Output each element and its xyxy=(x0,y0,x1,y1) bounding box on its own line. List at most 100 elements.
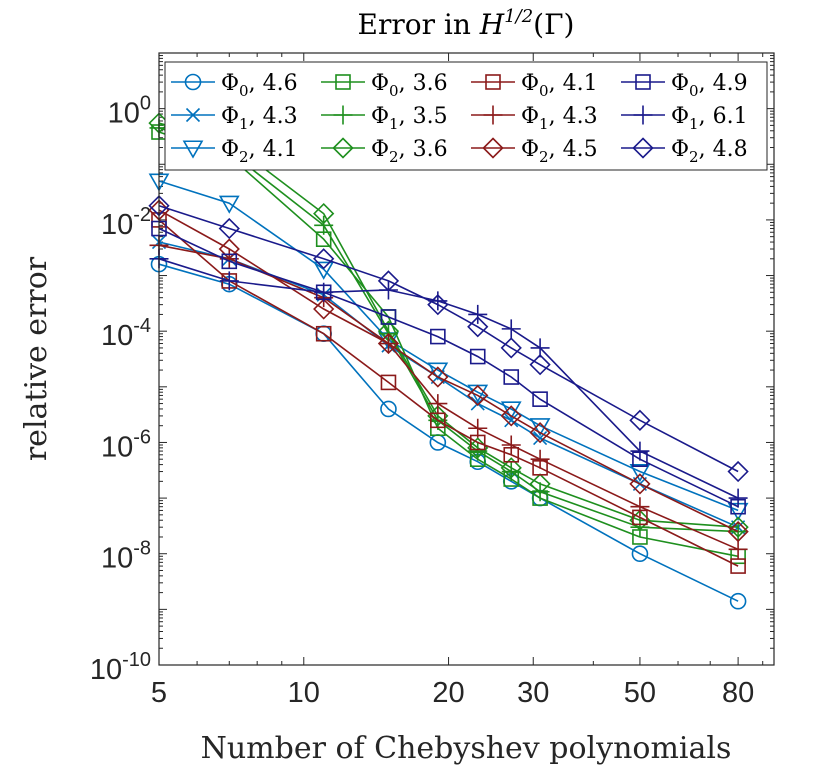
legend-entry: Φ2, 4.8 xyxy=(621,137,748,166)
legend-label: Φ1, 6.1 xyxy=(671,104,748,133)
data-point xyxy=(313,202,335,225)
series-line xyxy=(158,180,739,512)
data-point xyxy=(469,348,486,365)
legend-marker xyxy=(185,107,201,123)
series-line xyxy=(158,258,739,499)
y-tick-base: 10 xyxy=(101,543,133,575)
legend-phi: Φ xyxy=(521,71,539,96)
legend-phi: Φ xyxy=(221,137,239,162)
legend-phi: Φ xyxy=(671,137,689,162)
data-point xyxy=(467,316,489,338)
series-line xyxy=(158,131,739,558)
series-6 xyxy=(151,212,746,574)
legend-rate: , 4.8 xyxy=(699,137,748,162)
y-tick-base: 10 xyxy=(108,98,140,130)
x-axis-label: Number of Chebyshev polynomials xyxy=(201,731,732,766)
legend-marker xyxy=(633,105,653,125)
data-point xyxy=(727,460,749,483)
series-line xyxy=(158,204,739,473)
data-point xyxy=(629,409,651,431)
y-tick-label: 10-6 xyxy=(101,426,151,463)
legend-label: Φ1, 4.3 xyxy=(221,104,298,133)
data-point xyxy=(503,369,520,385)
legend-sub: 2 xyxy=(389,148,399,166)
legend-rate: , 4.1 xyxy=(249,137,298,162)
legend-rate: , 3.6 xyxy=(399,71,448,96)
legend-phi: Φ xyxy=(371,71,389,96)
data-point xyxy=(730,558,746,574)
legend-entry: Φ1, 6.1 xyxy=(621,104,748,133)
data-point xyxy=(629,463,651,483)
legend-marker xyxy=(335,74,351,90)
data-point xyxy=(500,337,522,359)
x-tick-label: 80 xyxy=(722,677,754,709)
data-point xyxy=(728,539,748,559)
legend-sub: 0 xyxy=(239,82,249,100)
legend: Φ0, 4.6Φ1, 4.3Φ2, 4.1Φ0, 3.6Φ1, 3.5Φ2, 3… xyxy=(164,61,768,171)
legend-marker xyxy=(184,73,202,91)
legend-label: Φ0, 4.6 xyxy=(221,71,298,100)
data-point xyxy=(727,520,749,543)
legend-rate: , 4.1 xyxy=(549,71,598,96)
data-point xyxy=(315,325,332,342)
data-point xyxy=(728,488,748,508)
legend-phi: Φ xyxy=(221,71,239,96)
legend-entry: Φ2, 4.5 xyxy=(471,137,598,166)
legend-entry: Φ1, 4.3 xyxy=(471,104,598,133)
legend-label: Φ0, 4.1 xyxy=(521,71,598,100)
legend-marker xyxy=(632,137,654,159)
data-point xyxy=(218,217,240,240)
legend-phi: Φ xyxy=(521,137,539,162)
data-point xyxy=(529,422,551,444)
data-point xyxy=(380,309,397,325)
legend-sub: 0 xyxy=(689,82,699,100)
y-tick-exponent: -10 xyxy=(122,649,151,671)
data-point xyxy=(630,497,650,517)
legend-sub: 2 xyxy=(239,148,249,166)
legend-sub: 1 xyxy=(539,115,549,133)
legend-phi: Φ xyxy=(371,104,389,129)
legend-label: Φ1, 4.3 xyxy=(521,104,598,133)
y-tick-label: 100 xyxy=(108,93,151,130)
series-line xyxy=(158,227,739,508)
series-10 xyxy=(149,249,748,508)
legend-sub: 2 xyxy=(539,148,549,166)
data-point xyxy=(629,473,651,495)
data-point xyxy=(504,413,519,428)
data-point xyxy=(221,253,238,270)
y-tick-base: 10 xyxy=(101,320,133,352)
series-line xyxy=(158,219,739,567)
y-tick-exponent: -4 xyxy=(133,315,151,337)
data-point xyxy=(377,332,400,355)
legend-phi: Φ xyxy=(521,104,539,129)
data-point xyxy=(529,354,551,376)
legend-entry: Φ0, 3.6 xyxy=(321,71,448,100)
chart-title: Error in H1/2(Γ) xyxy=(358,6,575,41)
legend-entry: Φ2, 4.1 xyxy=(171,137,298,166)
x-tick-label: 30 xyxy=(517,677,549,709)
legend-entry: Φ0, 4.6 xyxy=(171,71,298,100)
legend-marker xyxy=(182,140,204,159)
legend-label: Φ2, 4.5 xyxy=(521,137,598,166)
legend-label: Φ2, 4.8 xyxy=(671,137,748,166)
data-point xyxy=(470,396,485,411)
y-tick-base: 10 xyxy=(101,431,133,463)
legend-sub: 1 xyxy=(689,115,699,133)
x-tick-label: 20 xyxy=(432,677,464,709)
y-tick-exponent: -8 xyxy=(133,538,151,560)
y-axis-label: relative error xyxy=(19,256,54,461)
data-point xyxy=(430,328,446,345)
data-point xyxy=(314,282,334,302)
data-point xyxy=(630,441,650,461)
legend-phi: Φ xyxy=(221,104,239,129)
legend-marker xyxy=(482,137,504,159)
data-point xyxy=(380,374,397,391)
legend-entry: Φ1, 4.3 xyxy=(171,104,298,133)
legend-label: Φ0, 4.9 xyxy=(671,71,748,100)
data-point xyxy=(428,394,448,414)
legend-rate: , 3.6 xyxy=(399,137,448,162)
data-point xyxy=(467,384,489,407)
legend-label: Φ1, 3.5 xyxy=(371,104,448,133)
y-tick-label: 10-2 xyxy=(101,204,151,241)
